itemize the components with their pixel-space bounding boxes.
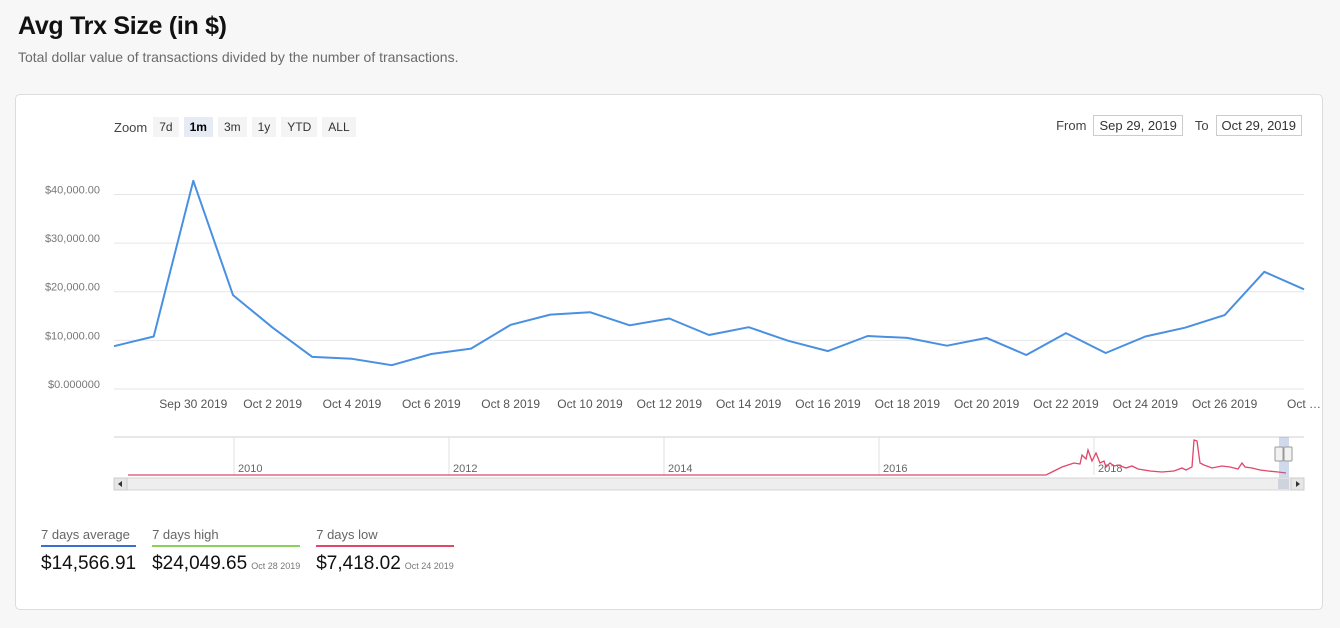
x-tick-label: Oct 14 2019 — [716, 397, 782, 411]
x-tick-label: Oct 18 2019 — [875, 397, 941, 411]
zoom-1m-button[interactable]: 1m — [183, 117, 213, 137]
x-tick-label: Oct … — [1287, 397, 1321, 411]
stat-low-value: $7,418.02 — [316, 553, 401, 574]
x-tick-label: Oct 20 2019 — [954, 397, 1020, 411]
chevron-left-icon — [118, 481, 122, 487]
to-label: To — [1194, 118, 1209, 133]
x-tick-label: Sep 30 2019 — [159, 397, 227, 411]
zoom-all-button[interactable]: ALL — [322, 117, 356, 137]
x-tick-label: Oct 4 2019 — [323, 397, 382, 411]
x-tick-label: Oct 6 2019 — [402, 397, 461, 411]
y-tick-label: $20,000.00 — [45, 282, 100, 294]
stat-high: 7 days high $24,049.65 Oct 28 2019 — [152, 527, 301, 575]
stat-high-date: Oct 28 2019 — [251, 561, 301, 571]
navigator-year-label: 2014 — [668, 463, 692, 475]
page-subtitle: Total dollar value of transactions divid… — [18, 49, 459, 65]
x-tick-label: Oct 26 2019 — [1192, 397, 1258, 411]
scrollbar-thumb — [1278, 479, 1289, 489]
x-tick-label: Oct 22 2019 — [1033, 397, 1099, 411]
x-tick-label: Oct 10 2019 — [557, 397, 623, 411]
navigator-year-label: 2010 — [238, 463, 262, 475]
stat-low-value-row: $7,418.02 Oct 24 2019 — [316, 553, 454, 575]
x-tick-label: Oct 12 2019 — [637, 397, 703, 411]
stat-low-label: 7 days low — [316, 527, 454, 547]
navigator-year-label: 2012 — [453, 463, 477, 475]
stat-average: 7 days average $14,566.91 — [41, 527, 137, 575]
navigator-left-handle — [1274, 446, 1284, 462]
y-tick-label: $10,000.00 — [45, 330, 100, 342]
zoom-label: Zoom — [114, 119, 148, 135]
x-tick-label: Oct 24 2019 — [1113, 397, 1179, 411]
zoom-ytd-button[interactable]: YTD — [281, 117, 318, 137]
to-date-input[interactable]: Oct 29, 2019 — [1215, 115, 1302, 136]
stat-average-value-row: $14,566.91 — [41, 553, 136, 575]
stats-row: 7 days average $14,566.91 7 days high $2… — [41, 527, 470, 575]
stat-low: 7 days low $7,418.02 Oct 24 2019 — [316, 527, 454, 575]
navigator-year-label: 2016 — [883, 463, 907, 475]
navigator-series-line — [128, 439, 1287, 476]
scrollbar-track — [113, 477, 1305, 491]
stat-high-value-row: $24,049.65 Oct 28 2019 — [152, 553, 300, 575]
series-line — [113, 179, 1305, 367]
stat-average-value: $14,566.91 — [41, 553, 137, 574]
x-tick-label: Oct 8 2019 — [481, 397, 540, 411]
zoom-3m-button[interactable]: 3m — [217, 117, 247, 137]
y-tick-label: $0.000000 — [48, 379, 100, 391]
chevron-right-icon — [1296, 481, 1300, 487]
x-tick-label: Oct 16 2019 — [795, 397, 861, 411]
zoom-1y-button[interactable]: 1y — [251, 117, 277, 137]
from-label: From — [1056, 118, 1087, 133]
zoom-7d-button[interactable]: 7d — [153, 117, 179, 137]
from-date-input[interactable]: Sep 29, 2019 — [1093, 115, 1183, 136]
stat-high-value: $24,049.65 — [152, 553, 248, 574]
chart-card: Zoom 7d 1m 3m 1y YTD ALL From Sep 29, 20… — [15, 94, 1323, 610]
x-tick-label: Oct 2 2019 — [243, 397, 302, 411]
stat-high-label: 7 days high — [152, 527, 301, 547]
page-title: Avg Trx Size (in $) — [18, 12, 227, 40]
date-range: From Sep 29, 2019 To Oct 29, 2019 — [1056, 115, 1302, 136]
zoom-controls: Zoom 7d 1m 3m 1y YTD ALL — [114, 117, 361, 137]
stat-low-date: Oct 24 2019 — [404, 561, 454, 571]
navigator-right-handle — [1283, 446, 1293, 462]
stat-average-label: 7 days average — [41, 527, 137, 547]
y-tick-label: $30,000.00 — [45, 233, 100, 245]
line-chart: $0.000000 $10,000.00 $20,000.00 $30,000.00 $… — [45, 179, 1321, 491]
y-tick-label: $40,000.00 — [45, 184, 100, 196]
